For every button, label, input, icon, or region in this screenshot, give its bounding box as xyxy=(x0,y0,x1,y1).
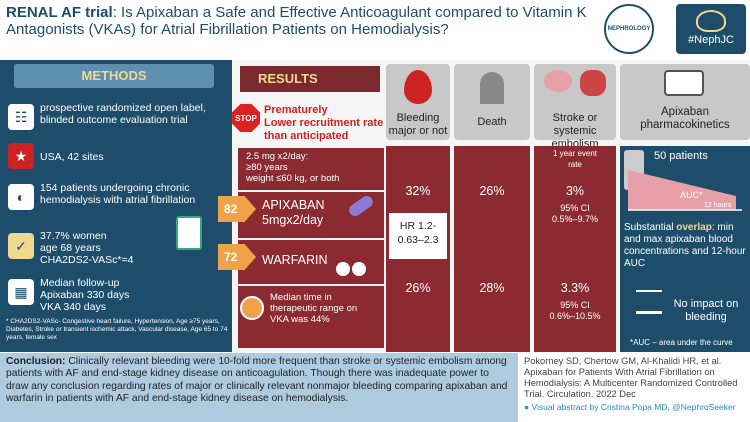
stop-sign-icon: STOP xyxy=(232,104,260,132)
method-patients: 154 patients undergoing chronic hemodial… xyxy=(40,182,196,206)
tombstone-icon xyxy=(480,72,504,104)
citation-text: Pokorney SD, Chertow GM, Al-Khalidi HR, … xyxy=(524,356,738,399)
brain-icon xyxy=(544,70,572,92)
kidney-icon: ◐ xyxy=(8,184,34,210)
bleeding-label: Bleeding major or not xyxy=(388,112,448,137)
page-title: RENAL AF trial: Is Apixaban a Safe and E… xyxy=(6,4,587,38)
nephrology-logo: NEPHROLOGY xyxy=(604,4,654,54)
death-apixaban-rate: 26% xyxy=(479,184,505,198)
method-sites: USA, 42 sites xyxy=(40,151,104,163)
credit-line: ● Visual abstract by Cristina Popa MD, @… xyxy=(524,402,736,412)
kidney-icon xyxy=(696,10,726,32)
auc-curve-icon xyxy=(628,170,742,211)
ttr-note: Median time in therapeutic range on VKA … xyxy=(238,286,384,348)
clock-icon xyxy=(240,296,264,320)
scale-icon xyxy=(636,290,662,314)
stroke-warfarin-rate: 3.3% xyxy=(560,281,590,295)
tablet-icon xyxy=(336,262,350,276)
clipboard-icon: ☷ xyxy=(8,104,34,130)
method-design: prospective randomized open label, blind… xyxy=(40,102,206,126)
pk-patients: 50 patients xyxy=(654,150,708,162)
cha2ds2-footnote: * CHA2DS2-VASc- Congestive heart failure… xyxy=(6,318,228,341)
premature-stop-note: Prematurely Lower recruitment rate than … xyxy=(264,104,384,142)
blood-drop-icon xyxy=(404,70,432,104)
no-impact-note: No impact on bleeding xyxy=(673,298,739,323)
us-flag-icon: ★ xyxy=(8,143,34,169)
bleeding-warfarin-rate: 26% xyxy=(405,281,431,295)
hazard-ratio: HR 1.2- 0.63–2.3 xyxy=(388,212,448,260)
method-demographics: 37.7% women age 68 years CHA2DS2-VASc*=4 xyxy=(40,230,134,266)
stroke-apixaban-ci: 95% CI 0.5%–9.7% xyxy=(551,203,599,224)
stroke-apixaban-rate: 3% xyxy=(565,184,585,198)
hours-label: 12 hours xyxy=(704,202,732,209)
stroke-warfarin-ci: 95% CI 0.6%–10.5% xyxy=(549,300,601,321)
calendar-icon: ▦ xyxy=(8,279,34,305)
twitter-icon: ● xyxy=(524,402,530,412)
auc-footnote: *AUC – area under the curve xyxy=(630,338,733,347)
dose-criteria: 2.5 mg x2/day: ≥80 years weight ≤60 kg, … xyxy=(238,148,384,190)
death-warfarin-rate: 28% xyxy=(479,281,505,295)
pk-label: Apixaban pharmacokinetics xyxy=(640,106,730,131)
syringe-icon xyxy=(664,70,704,96)
method-followup: Median follow-up Apixaban 330 days VKA 3… xyxy=(40,277,130,313)
pill-bottle-icon xyxy=(176,216,202,250)
conclusion-box: Conclusion: Clinically relevant bleeding… xyxy=(0,353,518,422)
stroke-column xyxy=(534,146,616,352)
methods-panel xyxy=(0,60,232,352)
death-label: Death xyxy=(477,116,507,128)
death-column xyxy=(454,146,530,352)
checklist-icon: ✓ xyxy=(8,233,34,259)
bleeding-apixaban-rate: 32% xyxy=(405,184,431,198)
tablet-icon xyxy=(352,262,366,276)
nephjc-logo: #NephJC xyxy=(676,4,746,54)
auc-label: AUC* xyxy=(680,190,703,200)
methods-heading: METHODS xyxy=(14,64,214,88)
event-rate-label: 1 year event rate xyxy=(552,149,598,169)
auc-area xyxy=(628,170,736,210)
results-heading: RESULTS xyxy=(240,66,380,92)
citation-box: Pokorney SD, Chertow GM, Al-Khalidi HR, … xyxy=(518,353,750,422)
lungs-icon xyxy=(580,70,606,96)
overlap-note: Substantial overlap: min and max apixaba… xyxy=(624,222,746,269)
